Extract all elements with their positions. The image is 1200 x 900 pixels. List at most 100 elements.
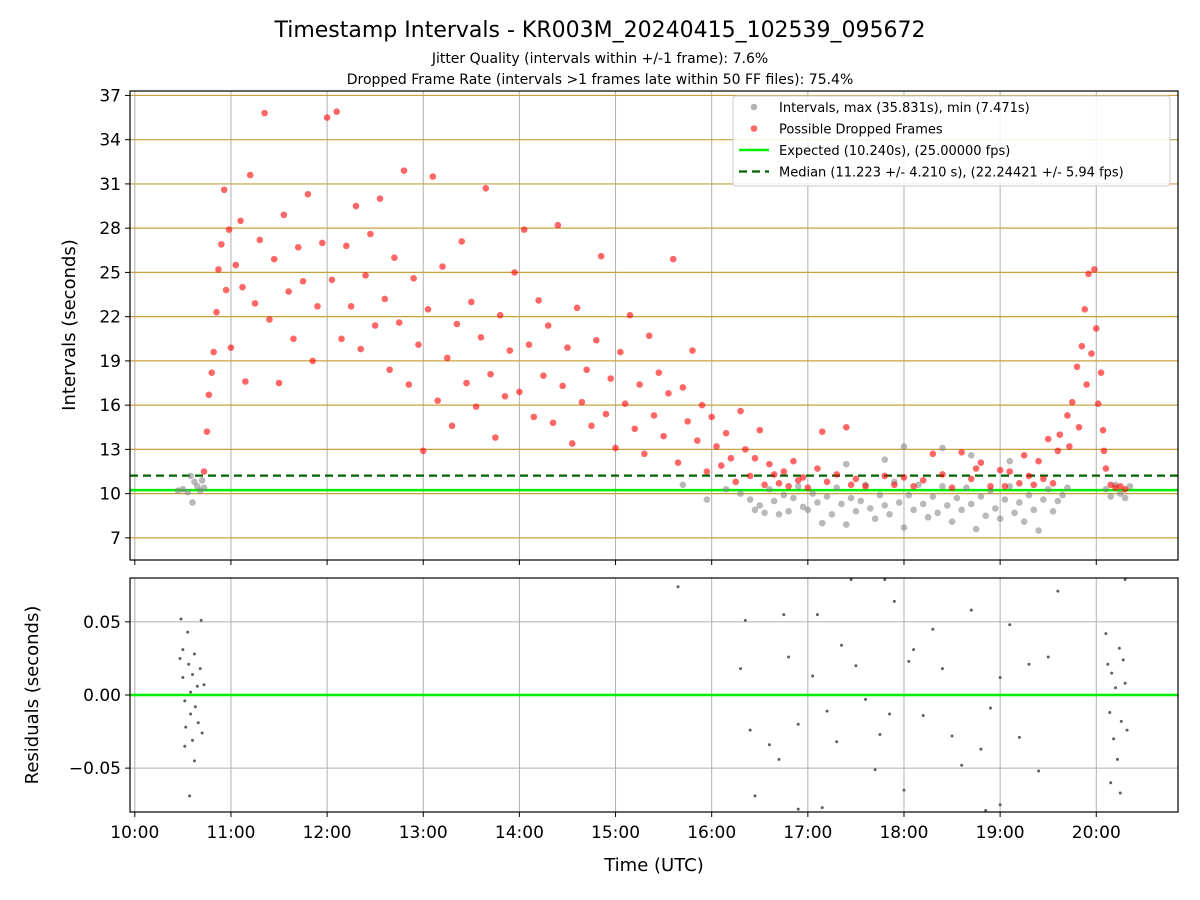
dropped-frame-point bbox=[429, 173, 437, 180]
dropped-frame-point bbox=[463, 379, 470, 387]
dropped-frame-point bbox=[448, 422, 456, 430]
dropped-frame-point bbox=[1121, 485, 1129, 493]
chart-title: Timestamp Intervals - KR003M_20240415_10… bbox=[273, 18, 925, 43]
dropped-frame-point bbox=[948, 484, 956, 492]
dropped-frame-point bbox=[780, 468, 788, 475]
interval-point bbox=[1006, 482, 1014, 490]
residual-point bbox=[1125, 728, 1129, 732]
chart-subtitle-dropped: Dropped Frame Rate (intervals >1 frames … bbox=[347, 72, 854, 88]
dropped-frame-point bbox=[218, 241, 225, 248]
interval-point bbox=[1059, 491, 1066, 499]
interval-point bbox=[982, 512, 990, 520]
residual-point bbox=[1017, 735, 1021, 739]
interval-point bbox=[1001, 496, 1009, 503]
dropped-frame-point bbox=[703, 468, 711, 475]
intervals-y-tick-label: 7 bbox=[110, 529, 121, 549]
dropped-frame-point bbox=[766, 460, 773, 468]
interval-point bbox=[809, 490, 816, 497]
interval-point bbox=[1040, 496, 1047, 503]
dropped-frame-point bbox=[215, 266, 222, 273]
interval-point bbox=[770, 497, 778, 505]
dropped-frame-point bbox=[323, 114, 331, 121]
interval-point bbox=[766, 485, 773, 493]
dropped-frame-point bbox=[210, 348, 217, 356]
dropped-frame-point bbox=[381, 295, 389, 303]
dropped-frame-point bbox=[1099, 426, 1107, 434]
intervals-y-axis-label: Intervals (seconds) bbox=[59, 239, 80, 411]
residual-point bbox=[878, 732, 882, 736]
residual-point bbox=[186, 630, 190, 634]
residual-point bbox=[202, 683, 206, 687]
residual-point bbox=[912, 648, 916, 652]
intervals-y-tick-label: 10 bbox=[99, 485, 121, 505]
dropped-frame-point bbox=[1049, 480, 1057, 487]
dropped-frame-point bbox=[443, 354, 451, 362]
dropped-frame-point bbox=[790, 457, 797, 465]
residual-point bbox=[189, 712, 193, 716]
residual-point bbox=[189, 690, 193, 694]
residual-point bbox=[1112, 737, 1116, 741]
dropped-frame-point bbox=[607, 375, 615, 382]
dropped-frame-point bbox=[1016, 480, 1023, 487]
dropped-frame-point bbox=[261, 109, 268, 117]
interval-point bbox=[910, 506, 917, 514]
interval-point bbox=[814, 499, 821, 506]
residual-point bbox=[184, 725, 188, 729]
x-tick-label: 18:00 bbox=[879, 823, 928, 843]
interval-point bbox=[751, 506, 759, 514]
interval-point bbox=[1030, 506, 1038, 514]
x-tick-label: 10:00 bbox=[110, 823, 159, 843]
dropped-frame-point bbox=[468, 298, 475, 306]
interval-point bbox=[1025, 491, 1033, 499]
intervals-y-tick-label: 16 bbox=[99, 396, 121, 416]
interval-point bbox=[948, 518, 956, 525]
x-tick-label: 20:00 bbox=[1072, 823, 1121, 843]
residual-point bbox=[767, 743, 771, 747]
x-tick-label: 11:00 bbox=[206, 823, 255, 843]
residual-point bbox=[192, 652, 196, 656]
residual-point bbox=[192, 759, 196, 763]
dropped-frame-point bbox=[650, 412, 658, 419]
dropped-frame-point bbox=[270, 255, 278, 263]
dropped-frame-point bbox=[669, 255, 677, 263]
dropped-frame-point bbox=[439, 263, 446, 270]
intervals-y-tick-label: 13 bbox=[99, 440, 121, 460]
dropped-frame-point bbox=[967, 475, 975, 483]
x-tick-label: 13:00 bbox=[399, 823, 448, 843]
dropped-frame-point bbox=[1094, 400, 1102, 407]
residual-point bbox=[787, 655, 791, 659]
interval-point bbox=[189, 499, 196, 506]
interval-point bbox=[1126, 482, 1134, 490]
dropped-frame-point bbox=[251, 300, 259, 307]
interval-point bbox=[972, 525, 980, 533]
residual-point bbox=[835, 740, 839, 744]
residual-point bbox=[179, 617, 183, 621]
interval-point bbox=[1016, 499, 1023, 506]
interval-point bbox=[934, 509, 941, 517]
interval-point bbox=[198, 477, 206, 484]
dropped-frame-point bbox=[621, 400, 629, 407]
interval-point bbox=[823, 493, 831, 500]
legend-label-2: Expected (10.240s), (25.00000 fps) bbox=[779, 144, 1010, 159]
intervals-y-tick-label: 19 bbox=[99, 352, 121, 372]
dropped-frame-point bbox=[239, 283, 246, 291]
residual-point bbox=[1046, 655, 1050, 659]
dropped-frame-point bbox=[357, 345, 365, 353]
residual-point bbox=[1119, 719, 1123, 723]
residual-point bbox=[998, 803, 1002, 807]
dropped-frame-point bbox=[732, 478, 740, 486]
dropped-frame-point bbox=[1040, 475, 1047, 483]
residual-point bbox=[1027, 662, 1031, 666]
residual-point bbox=[950, 734, 954, 738]
dropped-frame-point bbox=[737, 407, 744, 415]
dropped-frame-point bbox=[256, 236, 264, 244]
dropped-frame-point bbox=[405, 381, 413, 388]
interval-point bbox=[842, 460, 850, 468]
dropped-frame-point bbox=[482, 185, 490, 192]
interval-point bbox=[842, 521, 850, 528]
interval-point bbox=[963, 484, 970, 492]
dropped-frame-point bbox=[371, 322, 379, 329]
dropped-frame-point bbox=[242, 378, 249, 385]
dropped-frame-point bbox=[338, 335, 345, 343]
dropped-frame-point bbox=[501, 392, 509, 400]
